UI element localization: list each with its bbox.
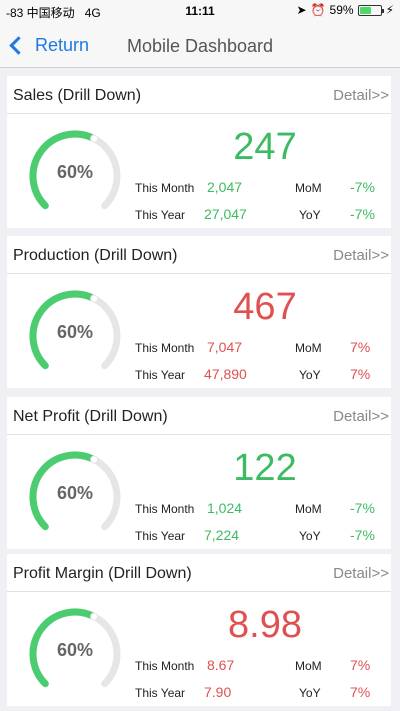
gauge-percent: 60% <box>56 640 94 660</box>
yoy-value: -7% <box>350 206 375 222</box>
this-year-label: This Year <box>135 529 186 543</box>
return-label: Return <box>35 34 90 55</box>
mom-label: MoM <box>295 181 322 195</box>
this-year-value: 7,224 <box>204 527 240 543</box>
card-title[interactable]: Profit Margin (Drill Down) <box>13 565 192 582</box>
card-title[interactable]: Production (Drill Down) <box>13 247 178 264</box>
mom-label: MoM <box>295 502 322 516</box>
gauge-fill <box>29 290 98 370</box>
mom-value: -7% <box>350 500 375 516</box>
yoy-label: YoY <box>299 686 321 700</box>
yoy-label: YoY <box>299 208 321 222</box>
card-title[interactable]: Net Profit (Drill Down) <box>13 408 168 425</box>
card-header: Production (Drill Down) Detail>> <box>7 236 391 274</box>
yoy-value: 7% <box>350 684 371 700</box>
yoy-label: YoY <box>299 368 321 382</box>
detail-link[interactable]: Detail>> <box>333 87 389 104</box>
progress-gauge <box>29 130 121 210</box>
kpi-card: Profit Margin (Drill Down) Detail>> 60% … <box>7 554 391 706</box>
yoy-value: 7% <box>350 366 371 382</box>
gauge-percent: 60% <box>56 162 94 182</box>
battery-percent: 59% <box>329 3 354 17</box>
card-header: Net Profit (Drill Down) Detail>> <box>7 397 391 435</box>
gauge-percent: 60% <box>56 322 94 342</box>
this-year-label: This Year <box>135 686 186 700</box>
yoy-label: YoY <box>299 529 321 543</box>
main-value: 122 <box>233 447 297 489</box>
this-month-label: This Month <box>135 502 195 516</box>
gauge-knob <box>90 294 99 303</box>
this-year-value: 47,890 <box>204 366 247 382</box>
card-header: Sales (Drill Down) Detail>> <box>7 76 391 114</box>
kpi-card: Net Profit (Drill Down) Detail>> 60% 122… <box>7 397 391 549</box>
status-icons: ➤ ⏰ 59% ⚡ <box>297 3 394 17</box>
mom-value: 7% <box>350 657 371 673</box>
this-month-label: This Month <box>135 341 195 355</box>
this-month-value: 7,047 <box>207 339 243 355</box>
detail-link[interactable]: Detail>> <box>333 408 389 425</box>
this-year-value: 27,047 <box>204 206 247 222</box>
status-bar: -83 中国移动 4G 11:11 ➤ ⏰ 59% ⚡ <box>0 0 400 22</box>
yoy-value: -7% <box>350 527 375 543</box>
progress-gauge <box>29 608 121 688</box>
gauge-percent: 60% <box>56 483 94 503</box>
card-header: Profit Margin (Drill Down) Detail>> <box>7 554 391 592</box>
battery-icon <box>357 4 384 16</box>
this-month-label: This Month <box>135 181 195 195</box>
this-month-value: 8.67 <box>207 657 235 673</box>
kpi-card: Sales (Drill Down) Detail>> 60% 247 This… <box>7 76 391 228</box>
main-value: 8.98 <box>228 604 302 646</box>
mom-value: 7% <box>350 339 371 355</box>
carrier-name: -83 中国移动 <box>6 6 75 20</box>
gauge-fill <box>29 451 98 531</box>
detail-link[interactable]: Detail>> <box>333 565 389 582</box>
progress-gauge <box>29 451 121 531</box>
carrier-info: -83 中国移动 4G <box>6 4 101 21</box>
main-value: 467 <box>233 286 297 328</box>
mom-label: MoM <box>295 659 322 673</box>
card-title[interactable]: Sales (Drill Down) <box>13 87 142 104</box>
this-month-value: 1,024 <box>207 500 243 516</box>
kpi-card: Production (Drill Down) Detail>> 60% 467… <box>7 236 391 388</box>
gauge-fill <box>29 130 98 210</box>
this-month-value: 2,047 <box>207 179 243 195</box>
network-type: 4G <box>84 6 101 20</box>
gauge-knob <box>90 612 99 621</box>
this-year-label: This Year <box>135 208 186 222</box>
mom-label: MoM <box>295 341 322 355</box>
main-value: 247 <box>233 126 297 168</box>
this-year-label: This Year <box>135 368 186 382</box>
page-title: Mobile Dashboard <box>126 36 274 56</box>
this-year-value: 7.90 <box>204 684 232 700</box>
return-button[interactable]: Return <box>8 32 89 58</box>
mom-value: -7% <box>350 179 375 195</box>
gauge-fill <box>29 608 98 688</box>
gauge-knob <box>90 455 99 464</box>
detail-link[interactable]: Detail>> <box>333 247 389 264</box>
charging-icon: ⚡ <box>385 3 394 17</box>
this-month-label: This Month <box>135 659 195 673</box>
alarm-icon: ⏰ <box>310 3 326 17</box>
navigation-bar: Return Mobile Dashboard <box>0 22 400 68</box>
location-icon: ➤ <box>296 3 307 17</box>
progress-gauge <box>29 290 121 370</box>
status-time: 11:11 <box>185 4 215 18</box>
gauge-knob <box>90 134 99 143</box>
